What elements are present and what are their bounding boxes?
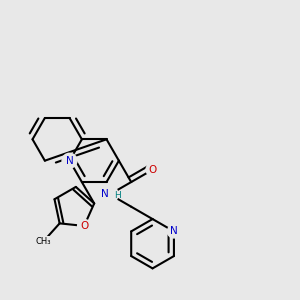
Text: H: H	[114, 191, 121, 200]
Text: O: O	[148, 165, 157, 175]
Circle shape	[101, 186, 118, 203]
Circle shape	[167, 225, 181, 238]
Circle shape	[62, 153, 77, 168]
Text: N: N	[100, 189, 108, 200]
Text: CH₃: CH₃	[35, 237, 51, 246]
Circle shape	[146, 163, 159, 176]
Text: N: N	[66, 156, 74, 166]
Circle shape	[78, 219, 91, 232]
Text: O: O	[80, 221, 88, 231]
Text: N: N	[170, 226, 178, 236]
